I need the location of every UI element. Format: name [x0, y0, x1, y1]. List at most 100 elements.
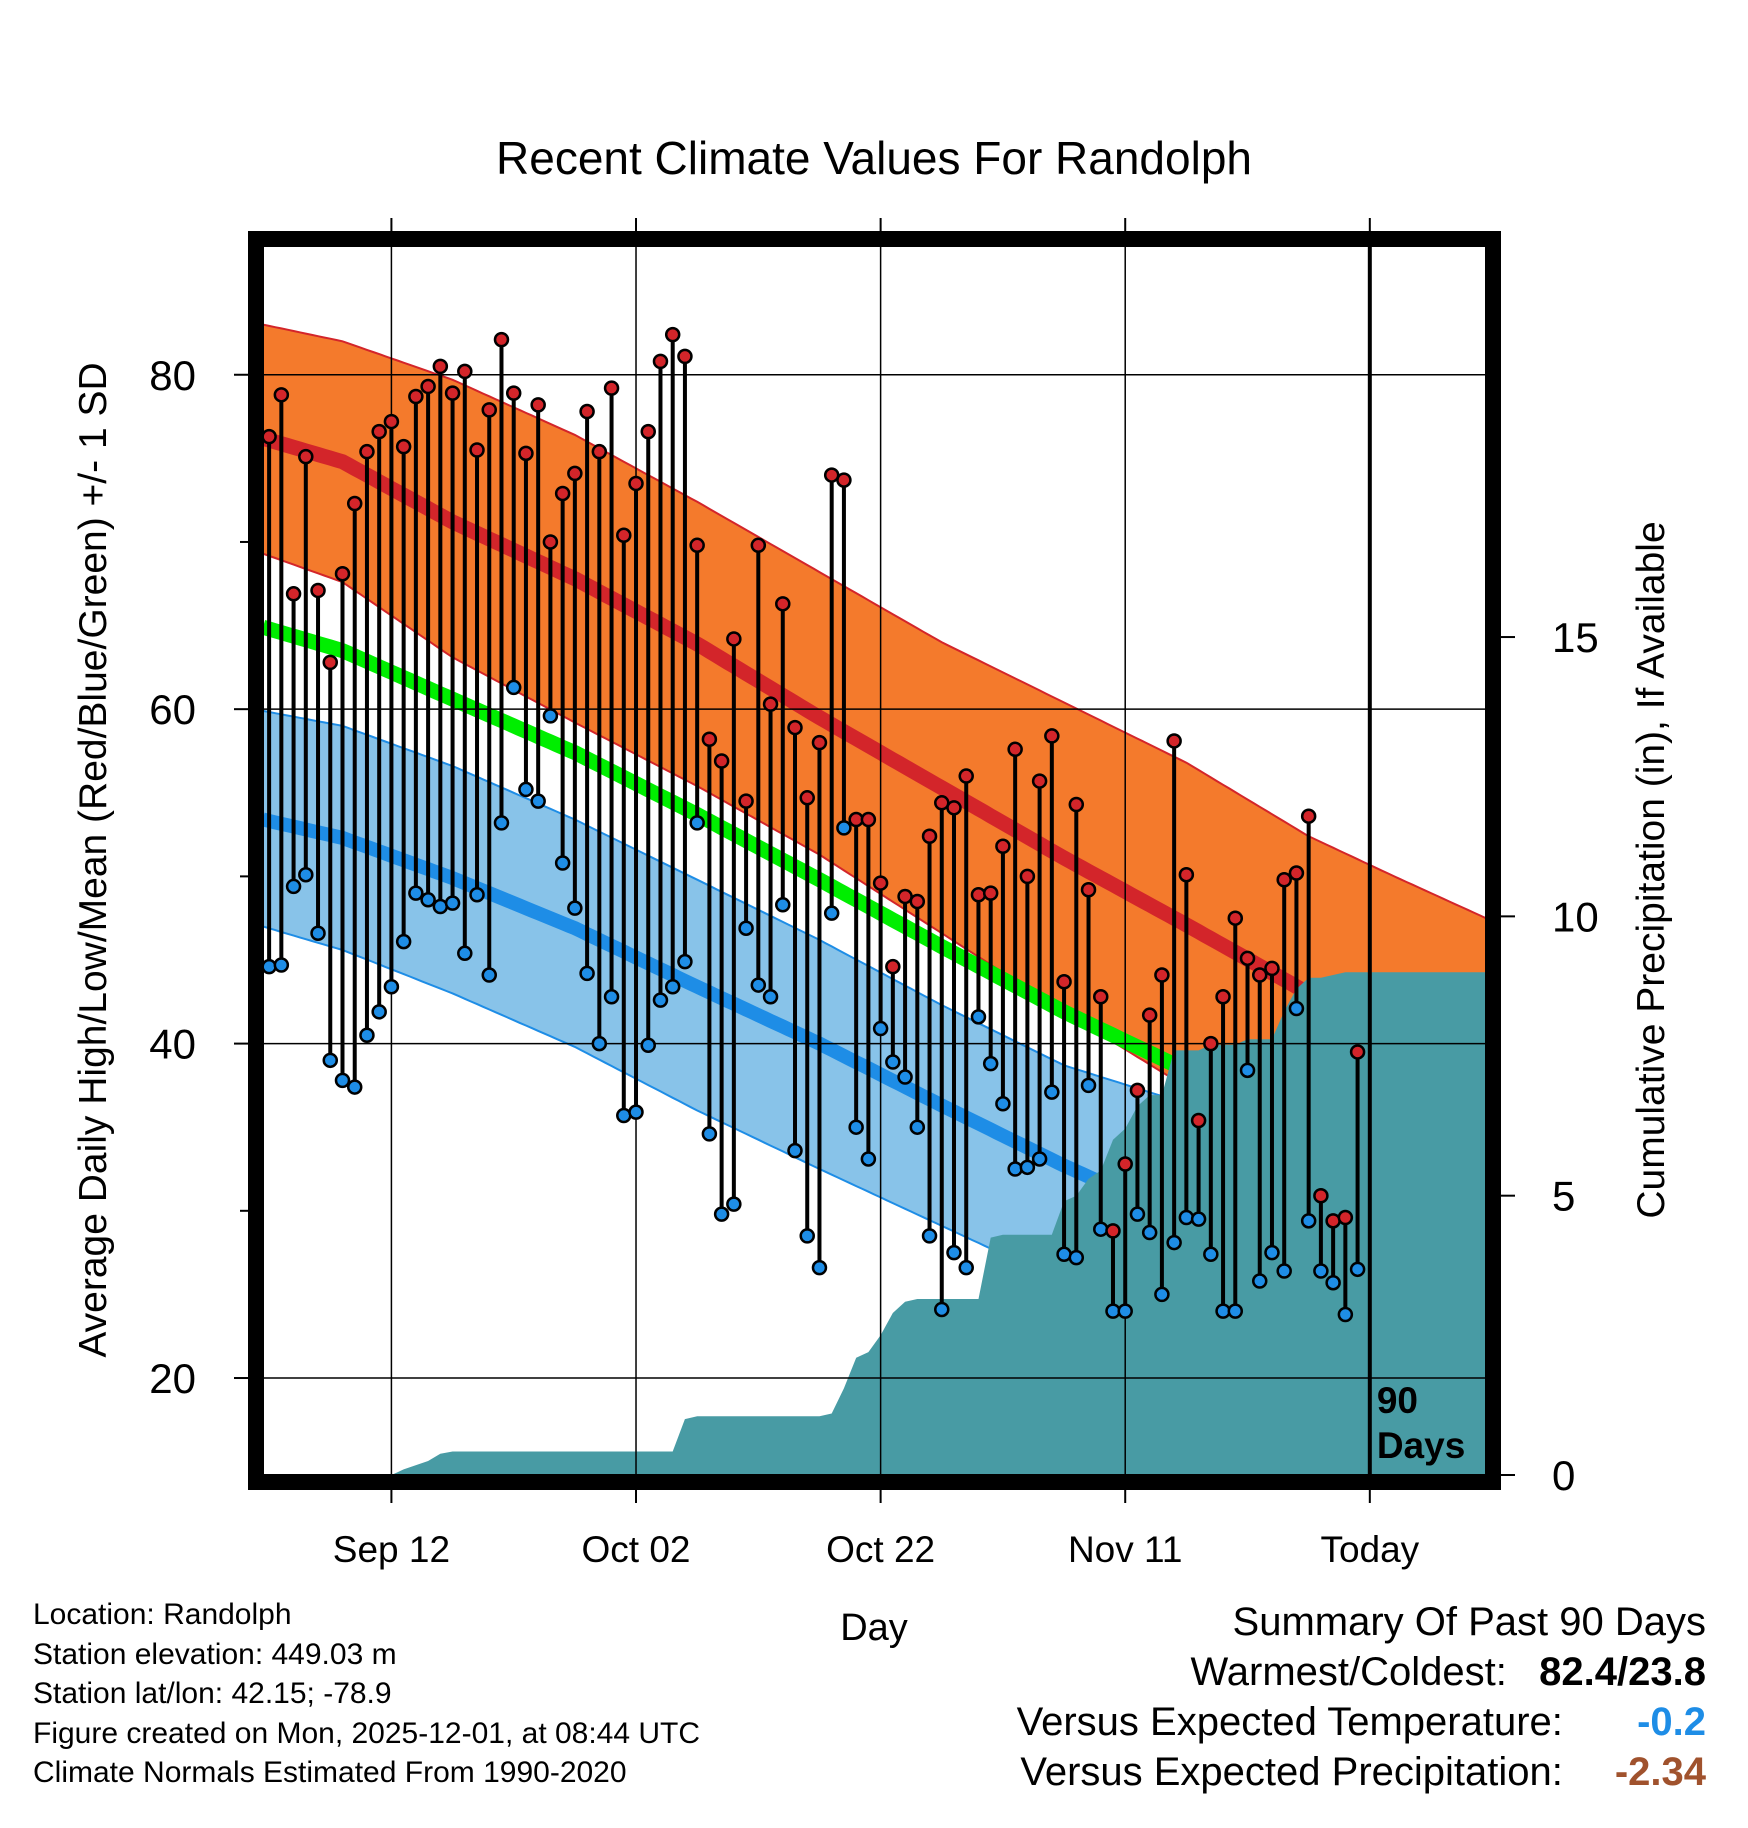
daily-low-marker: [1251, 1273, 1268, 1289]
y2-tick-label: 15: [1552, 614, 1599, 661]
daily-high-marker: [1166, 733, 1182, 749]
daily-low-marker: [1093, 1221, 1109, 1237]
y-tick-label: 60: [149, 686, 196, 733]
daily-low-marker: [1068, 1249, 1085, 1266]
daily-low-marker: [457, 945, 473, 962]
daily-low-marker: [493, 815, 510, 831]
daily-low-marker: [603, 989, 620, 1005]
daily-high-marker: [1031, 773, 1048, 789]
y2-axis-title: Cumulative Precipitation (in), If Availa…: [1630, 521, 1673, 1218]
daily-low-marker: [677, 953, 693, 970]
daily-low-marker: [1056, 1246, 1072, 1263]
daily-low-marker: [848, 1119, 864, 1135]
daily-high-marker: [811, 734, 828, 751]
daily-high-marker: [310, 582, 326, 599]
daily-high-marker: [567, 465, 583, 482]
daily-high-marker: [958, 768, 974, 784]
daily-low-marker: [554, 855, 571, 871]
daily-low-marker: [1227, 1303, 1244, 1319]
daily-high-marker: [677, 348, 693, 365]
daily-low-marker: [628, 1104, 644, 1120]
daily-high-marker: [1141, 1007, 1158, 1023]
daily-low-marker: [726, 1196, 742, 1212]
daily-high-marker: [1154, 967, 1170, 983]
y2-tick-label: 5: [1552, 1173, 1575, 1220]
daily-low-marker: [1276, 1263, 1292, 1279]
daily-high-marker: [1190, 1112, 1207, 1129]
daily-high-marker: [946, 800, 962, 816]
daily-high-marker: [872, 875, 889, 891]
daily-high-marker: [1129, 1082, 1146, 1099]
daily-high-marker: [322, 654, 339, 671]
daily-high-marker: [689, 537, 705, 554]
plot-frame: [248, 231, 1501, 1490]
daily-low-marker: [750, 977, 767, 993]
daily-low-marker: [1190, 1211, 1207, 1227]
daily-low-marker: [958, 1259, 974, 1276]
daily-high-marker: [334, 565, 351, 582]
daily-high-marker: [1178, 866, 1195, 883]
daily-low-marker: [1325, 1274, 1341, 1291]
daily-low-marker: [1313, 1263, 1329, 1279]
daily-high-marker: [493, 331, 510, 348]
daily-low-marker: [616, 1107, 632, 1124]
daily-high-marker: [420, 378, 436, 395]
daily-high-marker: [432, 358, 449, 375]
daily-low-marker: [432, 898, 449, 915]
daily-low-marker: [371, 1004, 387, 1020]
daily-high-marker: [1117, 1156, 1133, 1172]
daily-low-marker: [1203, 1246, 1219, 1263]
today-days-label-text: Days: [1377, 1425, 1465, 1466]
daily-low-marker: [909, 1119, 926, 1135]
daily-low-marker: [640, 1037, 656, 1054]
daily-high-marker: [1300, 808, 1317, 824]
y2-tick-label: 0: [1552, 1452, 1575, 1499]
chart-title: Recent Climate Values For Randolph: [496, 132, 1252, 184]
daily-high-marker: [591, 443, 608, 460]
daily-low-marker: [273, 957, 290, 973]
daily-low-marker: [1031, 1151, 1048, 1167]
created-text: Figure created on Mon, 2025-12-01, at 08…: [33, 1716, 701, 1750]
daily-low-marker: [860, 1151, 877, 1167]
daily-high-marker: [982, 885, 999, 901]
daily-low-marker: [359, 1027, 375, 1043]
daily-high-marker: [444, 385, 461, 401]
daily-high-marker: [885, 958, 901, 975]
daily-high-marker: [469, 442, 485, 458]
daily-high-marker: [787, 719, 803, 736]
daily-low-marker: [762, 989, 779, 1005]
daily-high-marker: [1215, 989, 1231, 1005]
daily-high-marker: [1276, 871, 1292, 888]
temp-vs-expected-value: -0.2: [1637, 1700, 1706, 1744]
daily-low-marker: [530, 793, 546, 809]
daily-low-marker: [408, 885, 424, 901]
y2-tick-label: 10: [1552, 893, 1599, 940]
daily-high-marker: [1105, 1223, 1121, 1239]
precip-vs-expected-value: -2.34: [1614, 1750, 1706, 1794]
daily-high-marker: [1288, 865, 1305, 881]
daily-high-marker: [1044, 728, 1060, 744]
daily-low-marker: [383, 978, 400, 995]
daily-high-marker: [1203, 1035, 1219, 1052]
warmest-coldest-value: 82.4/23.8: [1539, 1650, 1706, 1694]
daily-low-marker: [982, 1055, 999, 1072]
daily-low-marker: [579, 965, 595, 982]
y-tick-label: 80: [149, 352, 196, 399]
daily-high-marker: [1325, 1213, 1341, 1229]
daily-high-marker: [1080, 882, 1097, 898]
daily-high-marker: [701, 731, 718, 748]
daily-high-marker: [799, 790, 815, 806]
latlon-text: Station lat/lon: 42.15; -78.9: [33, 1677, 392, 1710]
daily-high-marker: [628, 475, 644, 492]
daily-high-marker: [738, 793, 754, 809]
daily-low-marker: [689, 815, 705, 831]
daily-high-marker: [1227, 910, 1244, 926]
daily-low-marker: [652, 992, 669, 1008]
daily-low-marker: [799, 1228, 815, 1244]
daily-high-marker: [579, 403, 595, 420]
daily-low-marker: [836, 820, 852, 836]
normals-text: Climate Normals Estimated From 1990-2020: [33, 1756, 627, 1789]
daily-low-marker: [420, 892, 436, 908]
daily-high-marker: [383, 413, 400, 430]
daily-low-marker: [738, 920, 754, 936]
